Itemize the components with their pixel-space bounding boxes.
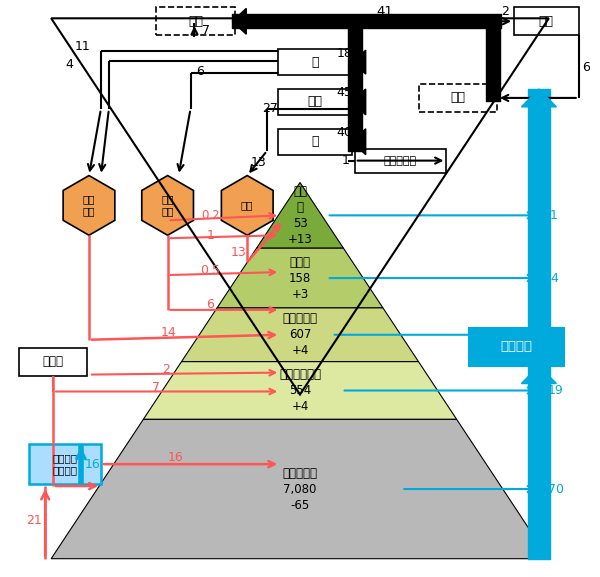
Bar [355,149,446,173]
Polygon shape [352,89,365,115]
Text: 屎尿: 屎尿 [241,200,253,211]
Text: 6: 6 [197,65,205,77]
Text: 脱穀畑
158
+3: 脱穀畑 158 +3 [289,256,311,301]
Polygon shape [182,308,418,362]
Text: 1: 1 [342,154,350,167]
Text: 隣接
畑
53
+13: 隣接 畑 53 +13 [287,185,313,246]
Bar [19,348,87,376]
Polygon shape [521,89,556,107]
Text: 脱穀
残渣: 脱穀 残渣 [161,194,174,216]
Text: 1: 1 [550,209,558,222]
Text: 総生産量: 総生産量 [500,340,532,353]
Bar [278,49,352,75]
Text: 2: 2 [501,5,509,18]
Bar [469,328,564,366]
Text: 70: 70 [548,482,564,496]
Polygon shape [521,366,556,384]
Bar [29,444,101,484]
Text: 6: 6 [582,61,590,74]
Text: 消費: 消費 [451,91,466,104]
Text: 2: 2 [161,363,170,376]
Polygon shape [217,248,383,308]
Polygon shape [221,175,273,235]
Polygon shape [352,50,365,74]
Text: 19: 19 [548,384,563,397]
Text: 11: 11 [75,40,91,53]
Bar [514,8,579,35]
Text: コラリング畑
554
+4: コラリング畑 554 +4 [279,368,321,413]
Text: 13: 13 [250,156,266,169]
Text: 7: 7 [152,381,160,394]
Text: 系外: 系外 [188,15,203,28]
Text: 16: 16 [168,451,184,464]
Polygon shape [63,175,115,235]
Text: 41: 41 [376,5,393,18]
Text: 18: 18 [337,47,353,59]
Text: 粗放管理畑
7,080
-65: 粗放管理畑 7,080 -65 [283,467,317,512]
Polygon shape [257,182,343,248]
Text: 運搬堆肥畑
607
+4: 運搬堆肥畑 607 +4 [283,312,317,357]
Text: 1: 1 [206,228,214,242]
Bar [278,129,352,155]
Polygon shape [352,129,365,155]
Text: 16: 16 [85,458,101,471]
Text: 市場: 市場 [539,15,554,28]
Text: 12: 12 [548,328,563,341]
Text: 40: 40 [337,126,353,139]
Bar [155,8,235,35]
Text: 次期用種子: 次期用種子 [384,156,417,166]
Text: 風成塵: 風成塵 [43,355,64,368]
Text: 家畜: 家畜 [307,95,322,108]
Polygon shape [142,175,193,235]
Text: 運搬
堆肥: 運搬 堆肥 [83,194,95,216]
Bar [278,89,352,115]
Text: 21: 21 [26,514,42,527]
Bar [419,84,497,112]
Text: 4: 4 [65,58,73,70]
Text: 27: 27 [262,102,278,115]
Text: 13: 13 [230,246,246,258]
Text: 6: 6 [206,298,214,312]
Text: 45: 45 [337,87,353,99]
Text: 4: 4 [550,272,558,284]
Polygon shape [143,362,457,419]
Text: 0.5: 0.5 [200,264,220,276]
Text: 家: 家 [311,55,319,69]
Text: 14: 14 [161,326,176,339]
Text: 0.2: 0.2 [201,209,220,222]
Polygon shape [232,8,246,34]
Text: 遊牧民に
よる放牧: 遊牧民に よる放牧 [53,454,77,475]
Text: 7: 7 [202,24,211,37]
Text: 人: 人 [311,135,319,148]
Polygon shape [51,419,549,559]
